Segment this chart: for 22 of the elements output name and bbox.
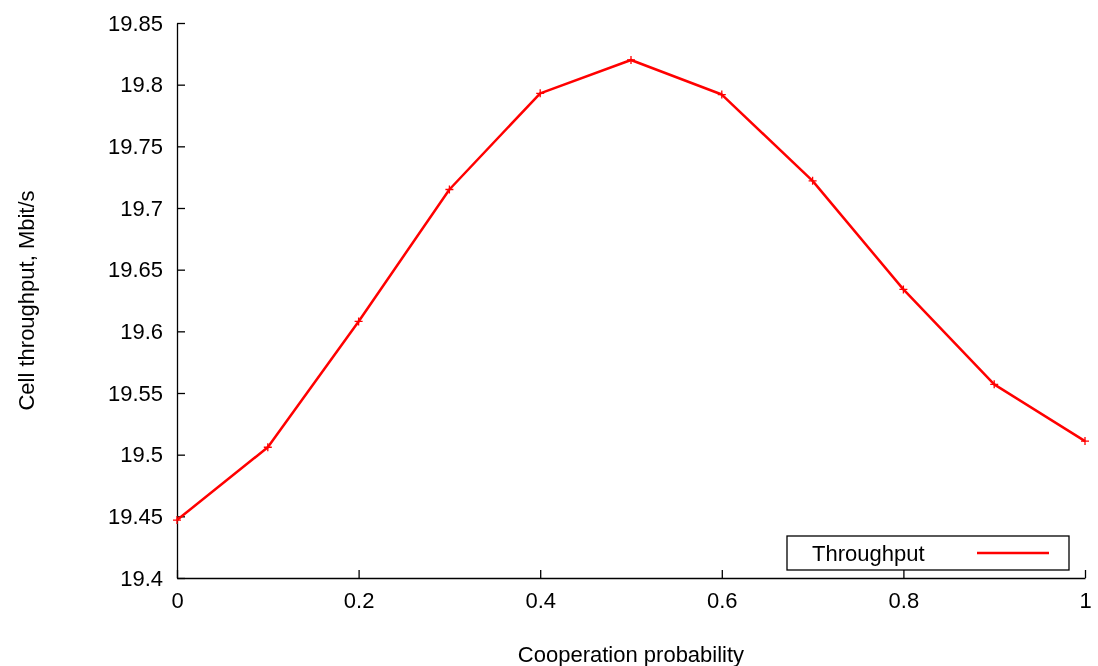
x-tick-label: 1 [1079,587,1092,613]
y-tick-label: 19.6 [120,318,163,344]
y-tick-label: 19.45 [107,503,163,529]
x-tick-label: 0 [171,587,184,613]
x-tick-label: 0.6 [707,587,738,613]
y-tick-label: 19.7 [120,195,163,221]
x-tick-label: 0.8 [888,587,920,613]
y-tick-label: 19.5 [120,442,163,468]
y-tick-label: 19.8 [120,72,163,98]
x-axis-title: Cooperation probability [517,642,745,666]
y-axis-title: Cell throughput, Mbit/s [14,190,39,411]
point [1080,436,1090,446]
y-tick-label: 19.65 [107,257,163,283]
legend-label: Throughput [812,540,925,566]
x-tick-label: 0.4 [525,587,556,613]
point [807,176,818,186]
point [172,515,182,525]
y-tick-label: 19.55 [107,380,163,406]
y-tick-label: 19.4 [120,565,163,591]
y-tick-label: 19.75 [107,133,163,159]
y-tick-label: 19.85 [107,10,163,36]
x-tick-label: 0.2 [343,587,375,613]
